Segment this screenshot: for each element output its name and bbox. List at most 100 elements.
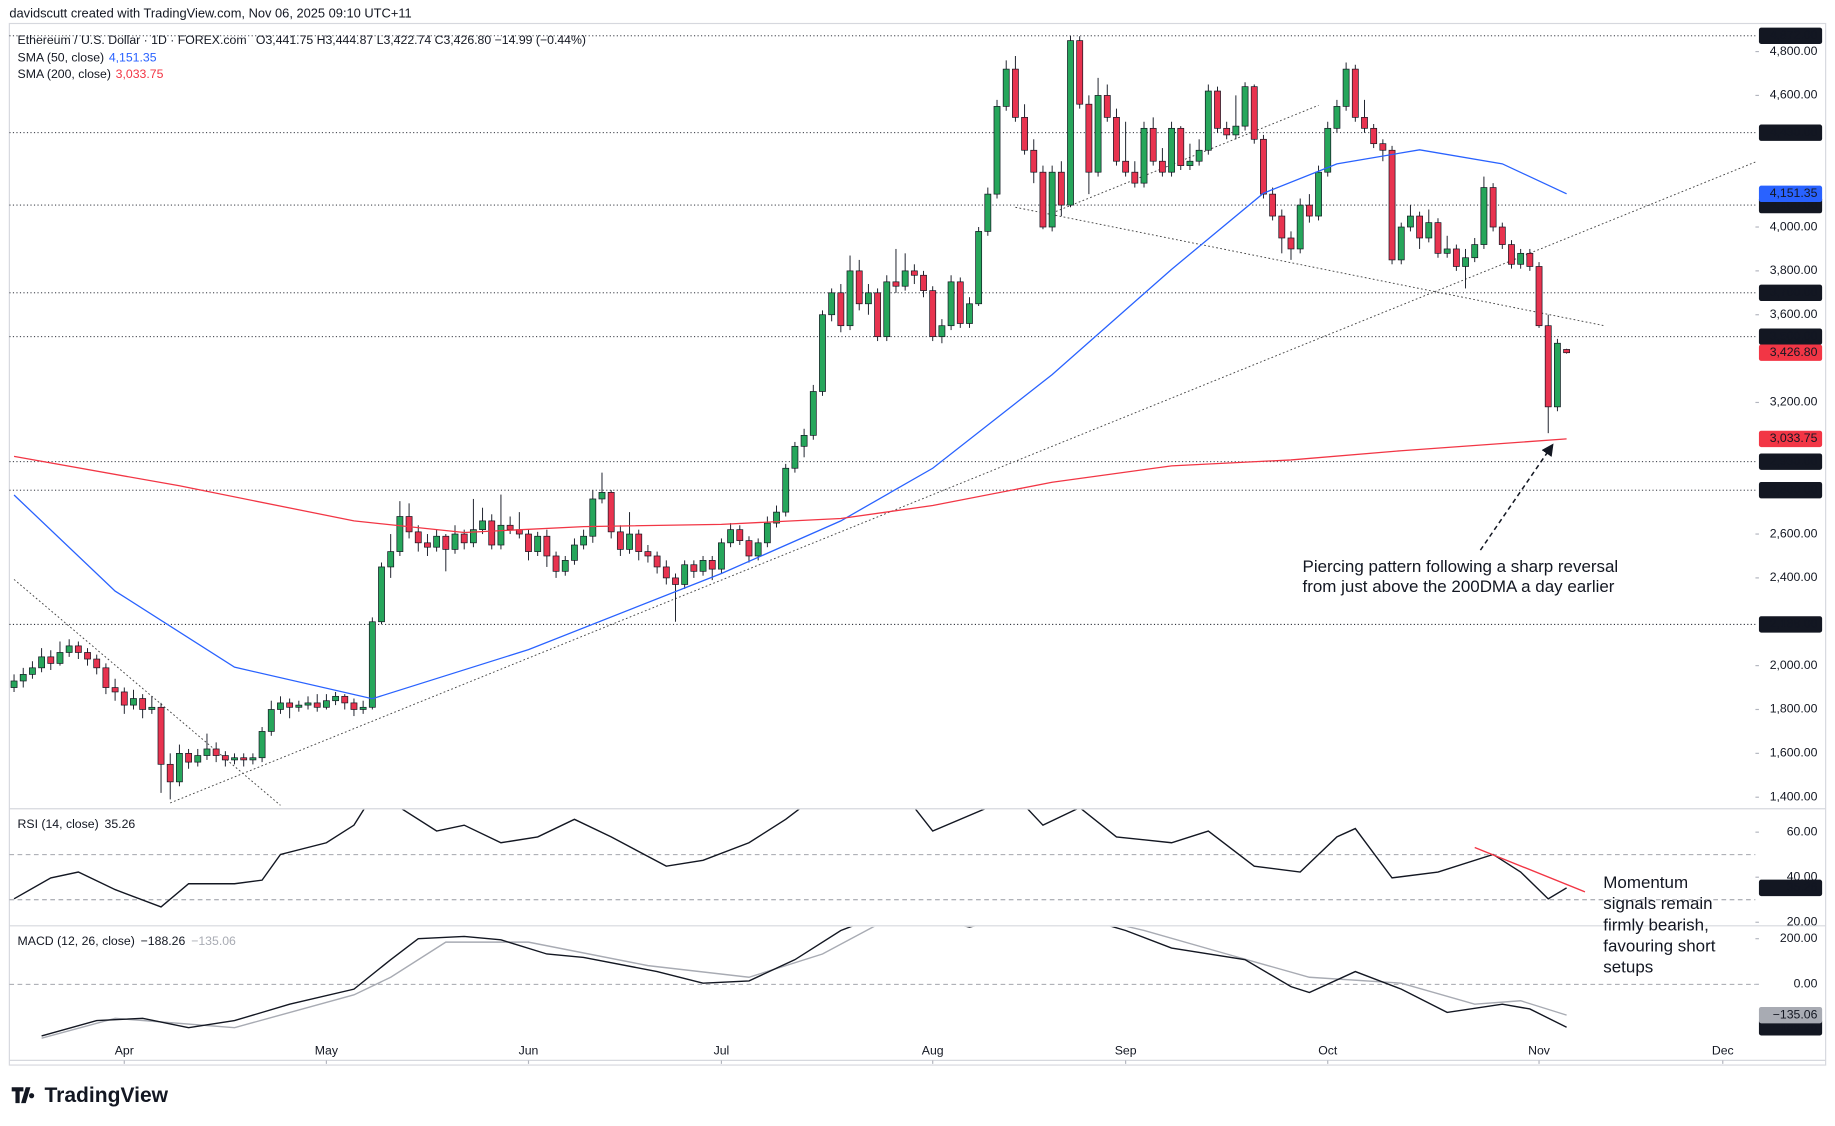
candle-body xyxy=(580,535,588,546)
candle-body xyxy=(203,748,211,756)
candle-body xyxy=(589,498,597,537)
candle-body xyxy=(148,706,156,710)
series-line xyxy=(41,926,1567,1039)
candle-body xyxy=(212,748,220,756)
trend-line xyxy=(1015,206,1604,326)
candle-body xyxy=(1048,171,1056,228)
candle-body xyxy=(1269,193,1277,217)
candle-body xyxy=(221,755,229,761)
x-tick-label: Dec xyxy=(1712,1043,1734,1057)
y-tick-label: 4,800.00 xyxy=(1770,44,1818,58)
axis-label-box xyxy=(1758,344,1823,361)
candle-body xyxy=(534,535,542,552)
legend-name: SMA (50, close) xyxy=(18,51,105,65)
candle-body xyxy=(19,674,27,682)
candle-body xyxy=(1057,171,1065,206)
candle-body xyxy=(966,303,973,324)
axis-label-box xyxy=(1758,616,1823,633)
x-tick-label: Jul xyxy=(714,1043,730,1057)
candle-body xyxy=(1287,237,1295,250)
candle-body xyxy=(405,516,413,533)
candle-body xyxy=(93,658,101,669)
candle-body xyxy=(855,270,863,305)
pane-value: 35.26 xyxy=(105,817,136,831)
candle-body xyxy=(920,274,927,291)
candle-body xyxy=(166,763,174,783)
candle-body xyxy=(929,290,937,338)
axis-label: 2,930.00 xyxy=(1770,454,1818,468)
axis-label-box xyxy=(1758,430,1823,448)
candle-body xyxy=(1517,252,1525,265)
candle-body xyxy=(543,535,551,557)
trend-line xyxy=(13,579,281,806)
candle-body xyxy=(653,555,661,568)
axis-label-box xyxy=(1758,284,1823,301)
axis-label: 3,033.75 xyxy=(1770,431,1818,445)
candle-body xyxy=(1232,125,1240,136)
candle-body xyxy=(1113,117,1120,162)
y-tick-label: 60.00 xyxy=(1787,824,1818,838)
annotation: Piercing pattern following a sharp rever… xyxy=(1303,557,1619,576)
candle-body xyxy=(1342,68,1350,107)
candle-body xyxy=(984,193,992,232)
y-tick-label: 20.00 xyxy=(1787,914,1818,928)
brand-name: TradingView xyxy=(44,1084,168,1107)
legend-value: 4,151.35 xyxy=(109,51,157,65)
y-tick-label: 4,000.00 xyxy=(1770,219,1818,233)
axis-label: 2,800.00 xyxy=(1770,482,1818,496)
pane-title: MACD (12, 26, close) xyxy=(18,934,135,948)
candle-body xyxy=(442,535,450,550)
candle-body xyxy=(341,695,349,704)
candle-body xyxy=(387,551,395,568)
candle-body xyxy=(1489,187,1497,228)
candle-body xyxy=(295,704,303,708)
x-tick-label: Aug xyxy=(922,1043,944,1057)
candle-body xyxy=(846,270,854,327)
candle-body xyxy=(368,621,376,708)
candle-body xyxy=(1462,257,1469,267)
axis-label-box xyxy=(1758,879,1823,897)
candle-body xyxy=(29,667,36,675)
candle-body xyxy=(414,531,422,544)
candle-body xyxy=(1370,127,1378,145)
candle-body xyxy=(865,292,872,305)
candle-body xyxy=(1480,187,1488,245)
candle-body xyxy=(571,544,578,561)
candle-body xyxy=(1241,86,1249,127)
candle-body xyxy=(277,702,284,710)
candle-body xyxy=(1002,68,1010,107)
candle-body xyxy=(1351,68,1359,118)
candle-body xyxy=(736,529,744,541)
candle-body xyxy=(65,645,73,653)
brand-logo xyxy=(11,1087,35,1104)
candle-body xyxy=(350,702,358,710)
candle-body xyxy=(1434,222,1442,254)
candle-body xyxy=(1204,90,1212,151)
y-tick-label: 3,600.00 xyxy=(1770,307,1818,321)
candle-body xyxy=(469,529,477,544)
candle-body xyxy=(607,492,615,533)
candle-body xyxy=(901,270,909,287)
candle-body xyxy=(74,645,82,653)
x-tick-label: Jun xyxy=(519,1043,539,1057)
candle-body xyxy=(102,667,110,688)
candle-body xyxy=(1407,215,1414,228)
candle-body xyxy=(561,560,569,572)
pane xyxy=(9,809,1756,908)
x-tick-label: Apr xyxy=(115,1043,134,1057)
candle-body xyxy=(975,231,983,305)
legend-entry: SMA (200, close) 3,033.75 xyxy=(18,67,164,81)
x-tick-label: Oct xyxy=(1318,1043,1338,1057)
axis-label-box xyxy=(1758,27,1823,44)
candle-body xyxy=(525,533,532,552)
candle-body xyxy=(1508,244,1515,265)
trend-line xyxy=(1474,846,1586,893)
series-line xyxy=(41,926,1567,1037)
axis-label: 4,151.35 xyxy=(1770,186,1818,200)
candle-body xyxy=(626,533,633,550)
candle-body xyxy=(1021,117,1028,151)
candle-body xyxy=(616,531,624,550)
annotation-arrow xyxy=(1479,443,1554,551)
x-tick-label: Nov xyxy=(1528,1043,1551,1057)
